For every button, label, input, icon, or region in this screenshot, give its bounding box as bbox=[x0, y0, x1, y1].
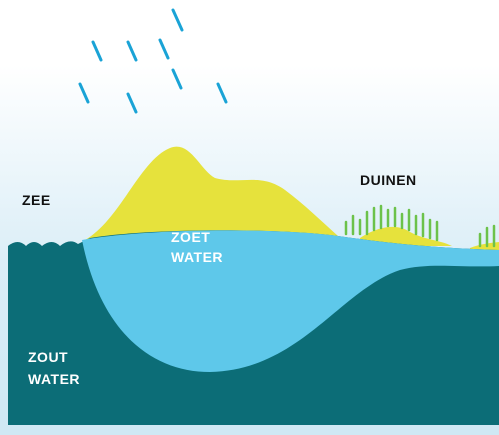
diagram: ZEE DUINEN ZOET WATER ZOUT WATER bbox=[0, 0, 499, 435]
label: WATER bbox=[28, 371, 80, 387]
page: ZEE DUINEN ZOET WATER ZOUT WATER (() => … bbox=[0, 0, 499, 435]
label: WATER bbox=[171, 249, 223, 265]
label: ZEE bbox=[22, 192, 51, 208]
label: DUINEN bbox=[360, 172, 417, 188]
label: ZOUT bbox=[28, 349, 68, 365]
label: ZOET bbox=[171, 229, 210, 245]
